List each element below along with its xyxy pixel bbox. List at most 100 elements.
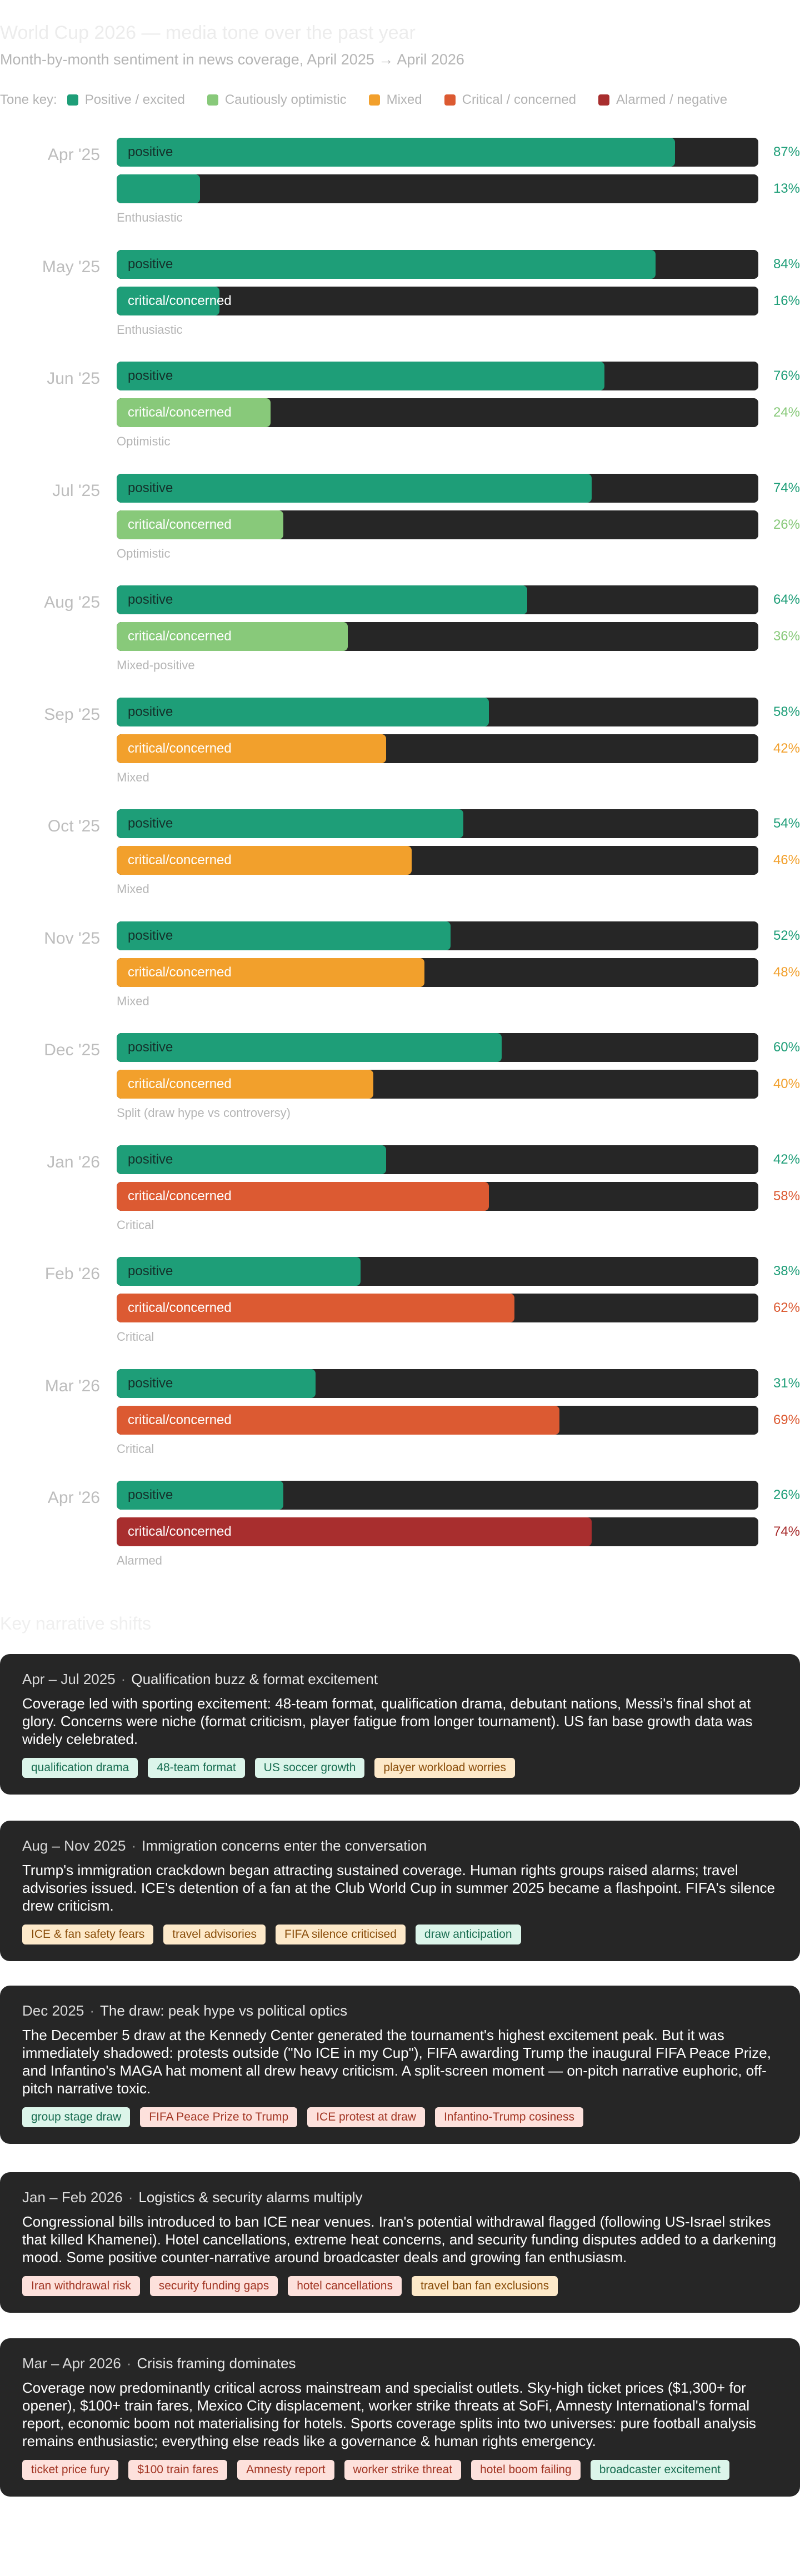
topic-tag: player workload worries xyxy=(374,1758,515,1778)
topic-tag: hotel cancellations xyxy=(288,2276,402,2296)
positive-percent-label: 26% xyxy=(773,1487,800,1502)
positive-bar xyxy=(117,1257,361,1286)
critical-percent-label: 74% xyxy=(773,1524,800,1539)
critical-bar xyxy=(117,734,387,763)
mood-label: Critical xyxy=(117,1330,154,1344)
critical-bar xyxy=(117,510,284,539)
legend-swatch xyxy=(444,94,456,106)
positive-percent-label: 74% xyxy=(773,480,800,495)
legend-item: Critical / concerned xyxy=(444,92,576,108)
legend-label: Critical / concerned xyxy=(462,92,577,107)
critical-percent-label: 46% xyxy=(773,853,800,868)
critical-percent-label: 26% xyxy=(773,517,800,532)
month-label: Apr '26 xyxy=(47,1489,100,1507)
legend-item: Mixed xyxy=(368,92,422,108)
card-title: Immigration concerns enter the conversat… xyxy=(142,1837,427,1854)
card-tags: Iran withdrawal risk security funding gap… xyxy=(22,2276,778,2296)
positive-percent-label: 58% xyxy=(773,704,800,719)
positive-bar-label: positive xyxy=(128,1375,173,1391)
positive-bar-label: positive xyxy=(128,480,173,495)
critical-bar xyxy=(117,622,348,651)
card-period: Jan – Feb 2026 xyxy=(22,2189,123,2206)
critical-bar-label: critical/concerned xyxy=(128,1188,232,1204)
positive-bar xyxy=(117,249,656,279)
separator-dot: · xyxy=(121,1671,126,1687)
positive-bar xyxy=(117,138,675,167)
positive-percent-label: 38% xyxy=(773,1264,800,1279)
topic-tag: 48-team format xyxy=(148,1758,245,1778)
positive-bar xyxy=(117,1481,284,1510)
legend-label: Positive / excited xyxy=(84,92,185,107)
topic-tag: draw anticipation xyxy=(415,1925,521,1944)
critical-bar-track: critical/concerned xyxy=(117,398,758,427)
month-row: Jan '26 positive 42% critical/concerned 58% C… xyxy=(0,1145,800,1240)
critical-bar-track: critical/concerned xyxy=(117,510,758,539)
narrative-card: Aug – Nov 2025 · Immigration concerns ente… xyxy=(0,1821,800,1961)
mood-label: Mixed xyxy=(117,882,149,896)
month-label: May '25 xyxy=(42,257,100,276)
month-row: Apr '25 positive 87% 13% Enthusiastic xyxy=(0,138,800,232)
page-title: World Cup 2026 — media tone over the pas… xyxy=(0,22,416,43)
separator-dot: · xyxy=(128,2189,133,2206)
positive-percent-label: 42% xyxy=(773,1151,800,1167)
narrative-card: Apr – Jul 2025 · Qualification buzz & form… xyxy=(0,1654,800,1795)
critical-percent-label: 36% xyxy=(773,629,800,644)
topic-tag: ICE protest at draw xyxy=(307,2107,425,2127)
mood-label: Optimistic xyxy=(117,434,171,448)
topic-tag: Infantino-Trump cosiness xyxy=(434,2107,583,2127)
critical-bar xyxy=(117,1294,515,1322)
positive-bar-track: positive xyxy=(117,921,758,950)
critical-bar-label: critical/concerned xyxy=(128,405,232,420)
narrative-card: Dec 2025 · The draw: peak hype vs politica… xyxy=(0,1986,800,2144)
card-body: Coverage now predominantly critical acro… xyxy=(22,2379,756,2449)
card-body: The December 5 draw at the Kennedy Cente… xyxy=(22,2027,771,2097)
card-header: Dec 2025 · The draw: peak hype vs politica… xyxy=(22,2002,778,2019)
month-label: Nov '25 xyxy=(44,929,100,948)
critical-bar-track: critical/concerned xyxy=(117,1405,758,1435)
critical-bar-label: critical/concerned xyxy=(128,964,232,980)
critical-percent-label: 48% xyxy=(773,964,800,980)
positive-bar-label: positive xyxy=(128,816,173,831)
topic-tag: travel advisories xyxy=(163,1925,266,1944)
separator-dot: · xyxy=(131,1837,137,1854)
positive-bar-track: positive xyxy=(117,1481,758,1510)
month-row: Jun '25 positive 76% critical/concerned 24% O… xyxy=(0,362,800,456)
mood-label: Split (draw hype vs controversy) xyxy=(117,1106,291,1120)
critical-percent-label: 69% xyxy=(773,1412,800,1427)
critical-bar xyxy=(117,1405,559,1435)
month-row: Feb '26 positive 38% critical/concerned 62% C… xyxy=(0,1257,800,1351)
critical-bar-label: critical/concerned xyxy=(128,1412,232,1427)
month-row: Jul '25 positive 74% critical/concerned 26% O… xyxy=(0,473,800,568)
card-title: Qualification buzz & format excitement xyxy=(131,1671,378,1687)
month-label: Jan '26 xyxy=(47,1152,100,1171)
positive-bar-track: positive xyxy=(117,809,758,838)
critical-bar xyxy=(117,174,201,203)
mood-label: Enthusiastic xyxy=(117,322,183,337)
positive-bar-track: positive xyxy=(117,1033,758,1062)
critical-bar-track: critical/concerned xyxy=(117,958,758,987)
month-row: Oct '25 positive 54% critical/concerned 46% M… xyxy=(0,809,800,904)
month-row: Apr '26 positive 26% critical/concerned 74% A… xyxy=(0,1481,800,1575)
legend-label: Mixed xyxy=(386,92,422,107)
positive-percent-label: 76% xyxy=(773,368,800,383)
separator-dot: · xyxy=(126,2355,132,2372)
critical-percent-label: 58% xyxy=(773,1188,800,1204)
critical-bar-track xyxy=(117,174,758,203)
card-period: Dec 2025 xyxy=(22,2002,84,2019)
topic-tag: travel ban fan exclusions xyxy=(411,2276,558,2296)
card-period: Mar – Apr 2026 xyxy=(22,2355,121,2372)
positive-bar-label: positive xyxy=(128,1151,173,1167)
topic-tag: $100 train fares xyxy=(128,2460,228,2480)
narrative-card: Jan – Feb 2026 · Logistics & security alar… xyxy=(0,2172,800,2313)
critical-bar-label: critical/concerned xyxy=(128,293,232,308)
card-body: Trump's immigration crackdown began attr… xyxy=(22,1862,775,1914)
critical-bar xyxy=(117,846,412,875)
month-label: Aug '25 xyxy=(44,593,100,612)
positive-bar xyxy=(117,1145,387,1174)
month-row: May '25 positive 84% critical/concerned 16% E… xyxy=(0,249,800,344)
critical-bar-track: critical/concerned xyxy=(117,1181,758,1211)
topic-tag: Iran withdrawal risk xyxy=(22,2276,140,2296)
positive-bar xyxy=(117,1369,316,1398)
positive-bar-track: positive xyxy=(117,362,758,390)
positive-bar-label: positive xyxy=(128,1040,173,1055)
